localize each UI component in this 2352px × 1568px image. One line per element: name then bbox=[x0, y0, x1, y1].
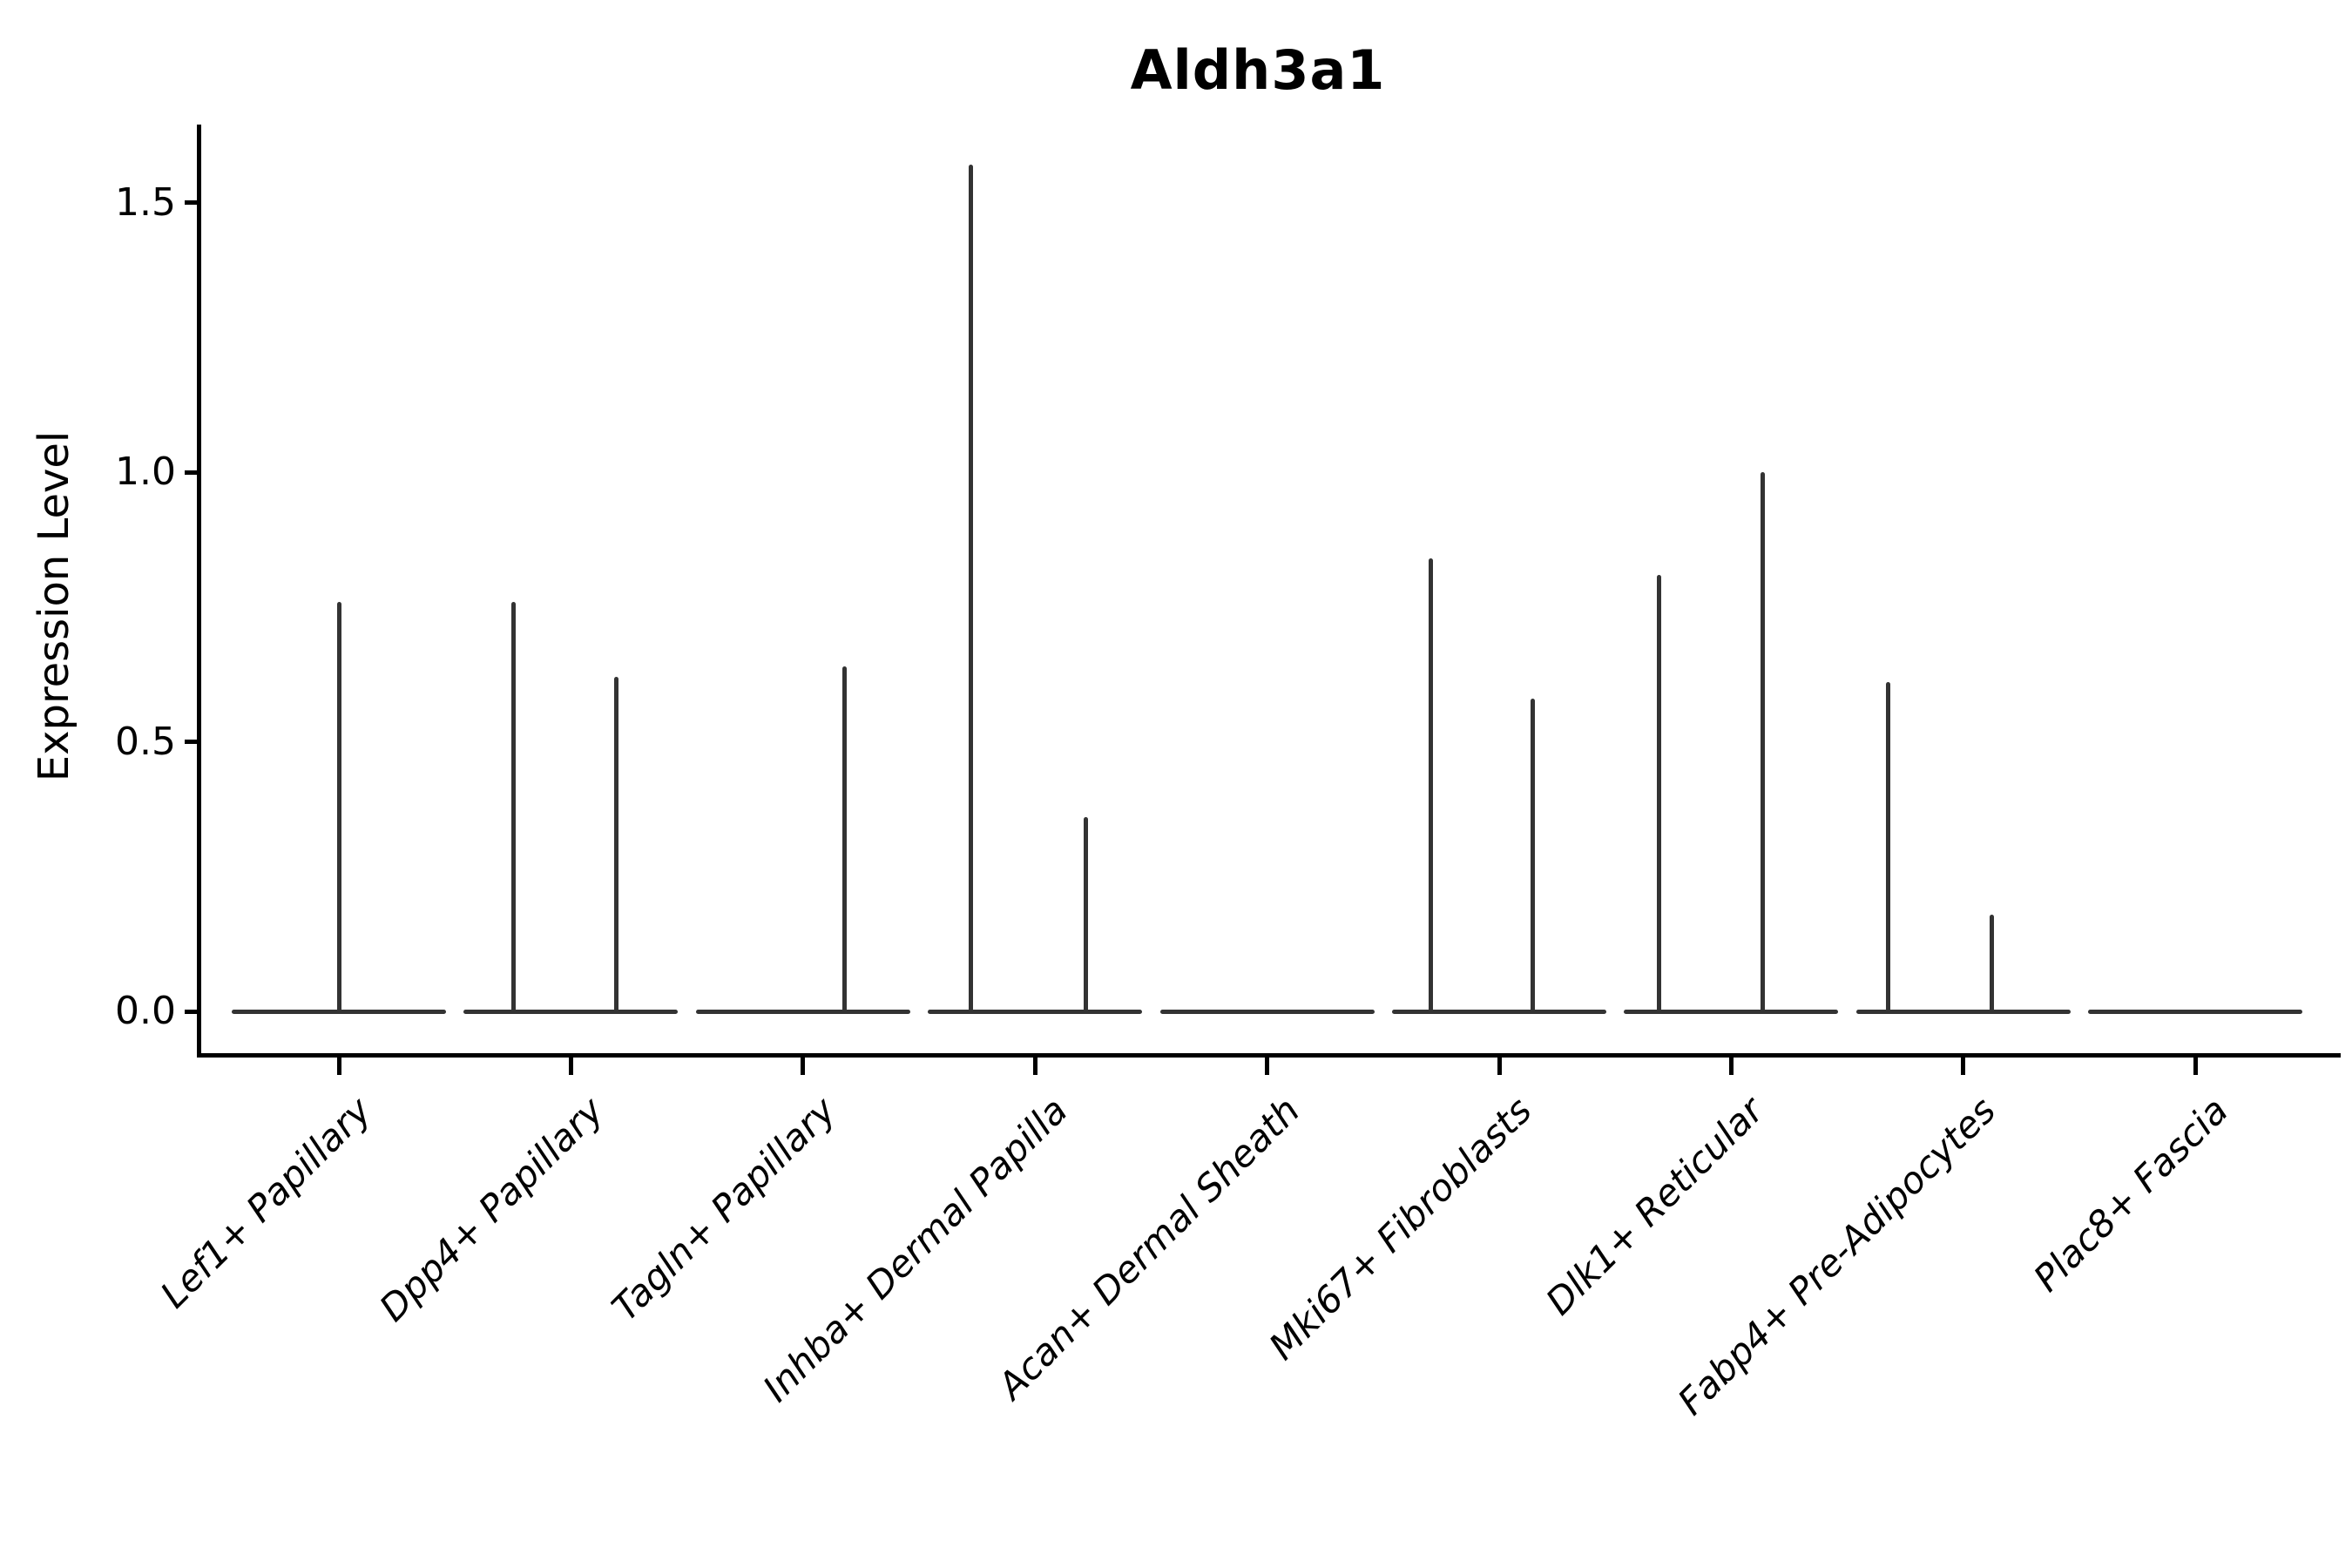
violin-baseline bbox=[695, 1009, 910, 1014]
x-tick-label: Dlk1+ Reticular bbox=[1538, 1089, 1773, 1323]
x-tick bbox=[2193, 1057, 2198, 1075]
violin-spike bbox=[842, 666, 848, 1013]
violin-spike bbox=[1760, 472, 1765, 1013]
violin-spike bbox=[336, 601, 341, 1013]
x-tick bbox=[1497, 1057, 1502, 1075]
violin-spike bbox=[613, 677, 618, 1013]
x-tick bbox=[1032, 1057, 1037, 1075]
x-tick-label: Tagln+ Papillary bbox=[603, 1089, 844, 1329]
y-tick bbox=[185, 740, 197, 744]
violin-baseline bbox=[2088, 1009, 2303, 1014]
x-tick bbox=[1728, 1057, 1734, 1075]
x-tick bbox=[336, 1057, 341, 1075]
x-tick-label: Plac8+ Fascia bbox=[2024, 1089, 2236, 1301]
y-tick-label: 0.0 bbox=[115, 989, 176, 1033]
x-axis-spine bbox=[197, 1052, 2341, 1058]
violin-spike bbox=[1083, 817, 1088, 1013]
violin-baseline bbox=[1392, 1009, 1606, 1014]
y-tick-label: 1.0 bbox=[115, 449, 176, 494]
x-tick-label: Lef1+ Papillary bbox=[152, 1089, 380, 1316]
violin-spike bbox=[510, 601, 516, 1013]
y-tick-label: 0.5 bbox=[115, 719, 176, 764]
violin-spike bbox=[1990, 914, 1995, 1013]
x-tick bbox=[801, 1057, 806, 1075]
violin-baseline bbox=[928, 1009, 1143, 1014]
y-tick bbox=[185, 200, 197, 205]
x-tick bbox=[1265, 1057, 1270, 1075]
y-axis-spine bbox=[197, 125, 201, 1058]
x-tick-label: Dpp4+ Papillary bbox=[370, 1089, 612, 1330]
violin-baseline bbox=[1159, 1009, 1375, 1014]
violin-baseline bbox=[1624, 1009, 1839, 1014]
violin-spike bbox=[1530, 698, 1535, 1013]
violin-spike bbox=[968, 165, 973, 1013]
x-tick bbox=[1961, 1057, 1966, 1075]
x-tick-label: Mki67+ Fibroblasts bbox=[1260, 1089, 1540, 1369]
x-tick bbox=[568, 1057, 573, 1075]
violin-spike bbox=[1886, 682, 1891, 1013]
violin-spike bbox=[1656, 574, 1661, 1013]
plot-title: Aldh3a1 bbox=[1130, 38, 1386, 102]
violin-baseline bbox=[463, 1009, 679, 1014]
violin-baseline bbox=[1855, 1009, 2071, 1014]
violin-spike bbox=[1428, 558, 1433, 1013]
y-tick bbox=[185, 470, 197, 475]
y-tick-label: 1.5 bbox=[115, 179, 176, 225]
y-tick bbox=[185, 1009, 197, 1014]
